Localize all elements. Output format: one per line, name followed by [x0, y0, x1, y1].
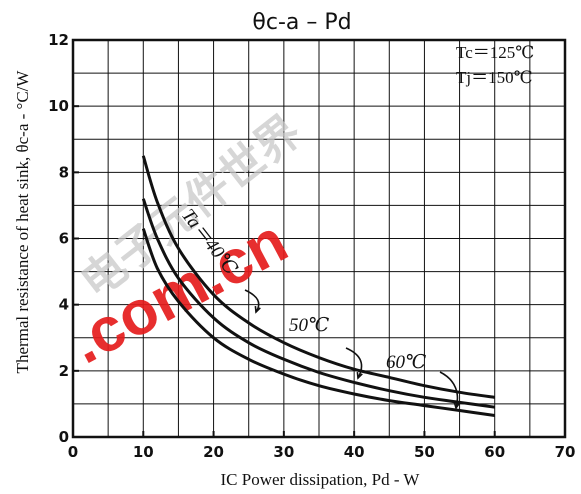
- curve-ta-50: [141, 198, 495, 409]
- leader-ta40-arrow: [254, 305, 261, 314]
- series-label-60: 60℃: [386, 352, 426, 373]
- y-tick-label: 8: [59, 163, 69, 181]
- leader-60: [439, 371, 459, 409]
- x-tick-label: 60: [484, 443, 505, 461]
- x-tick-label: 10: [133, 443, 154, 461]
- curve-ta-40: [141, 155, 495, 399]
- x-tick-label: 30: [273, 443, 294, 461]
- y-tick-label: 0: [59, 428, 69, 446]
- x-axis-label: IC Power dissipation, Pd - W: [221, 470, 421, 489]
- y-tick-label: 2: [59, 362, 69, 380]
- series-label-50: 50℃: [289, 315, 329, 336]
- x-tick-label: 20: [203, 443, 224, 461]
- condition-tc: Tc＝125℃: [456, 43, 534, 62]
- x-tick-label: 50: [414, 443, 435, 461]
- y-tick-label: 4: [59, 296, 69, 314]
- grid: [73, 40, 565, 437]
- leader-60-arrow: [453, 402, 461, 410]
- y-tick-label: 6: [59, 230, 69, 248]
- annotation-leaders: [244, 289, 461, 410]
- x-tick-label: 40: [344, 443, 365, 461]
- chart-title: θc-a – Pd: [252, 10, 351, 35]
- leader-50-arrow: [356, 371, 363, 380]
- y-axis-label: Thermal resistance of heat sink, θc-a - …: [13, 70, 32, 374]
- leader-50: [345, 347, 363, 379]
- y-tick-label: 10: [48, 97, 69, 115]
- ticks: 0 10 20 30 40 50 60 70 0 2 4 6 8 10 12: [48, 31, 575, 461]
- x-tick-label: 70: [555, 443, 576, 461]
- curve-ta-60: [141, 228, 495, 417]
- curves: [141, 155, 495, 417]
- condition-tj: Tj＝150℃: [456, 68, 533, 87]
- x-tick-label: 0: [68, 443, 78, 461]
- y-tick-label: 12: [48, 31, 69, 49]
